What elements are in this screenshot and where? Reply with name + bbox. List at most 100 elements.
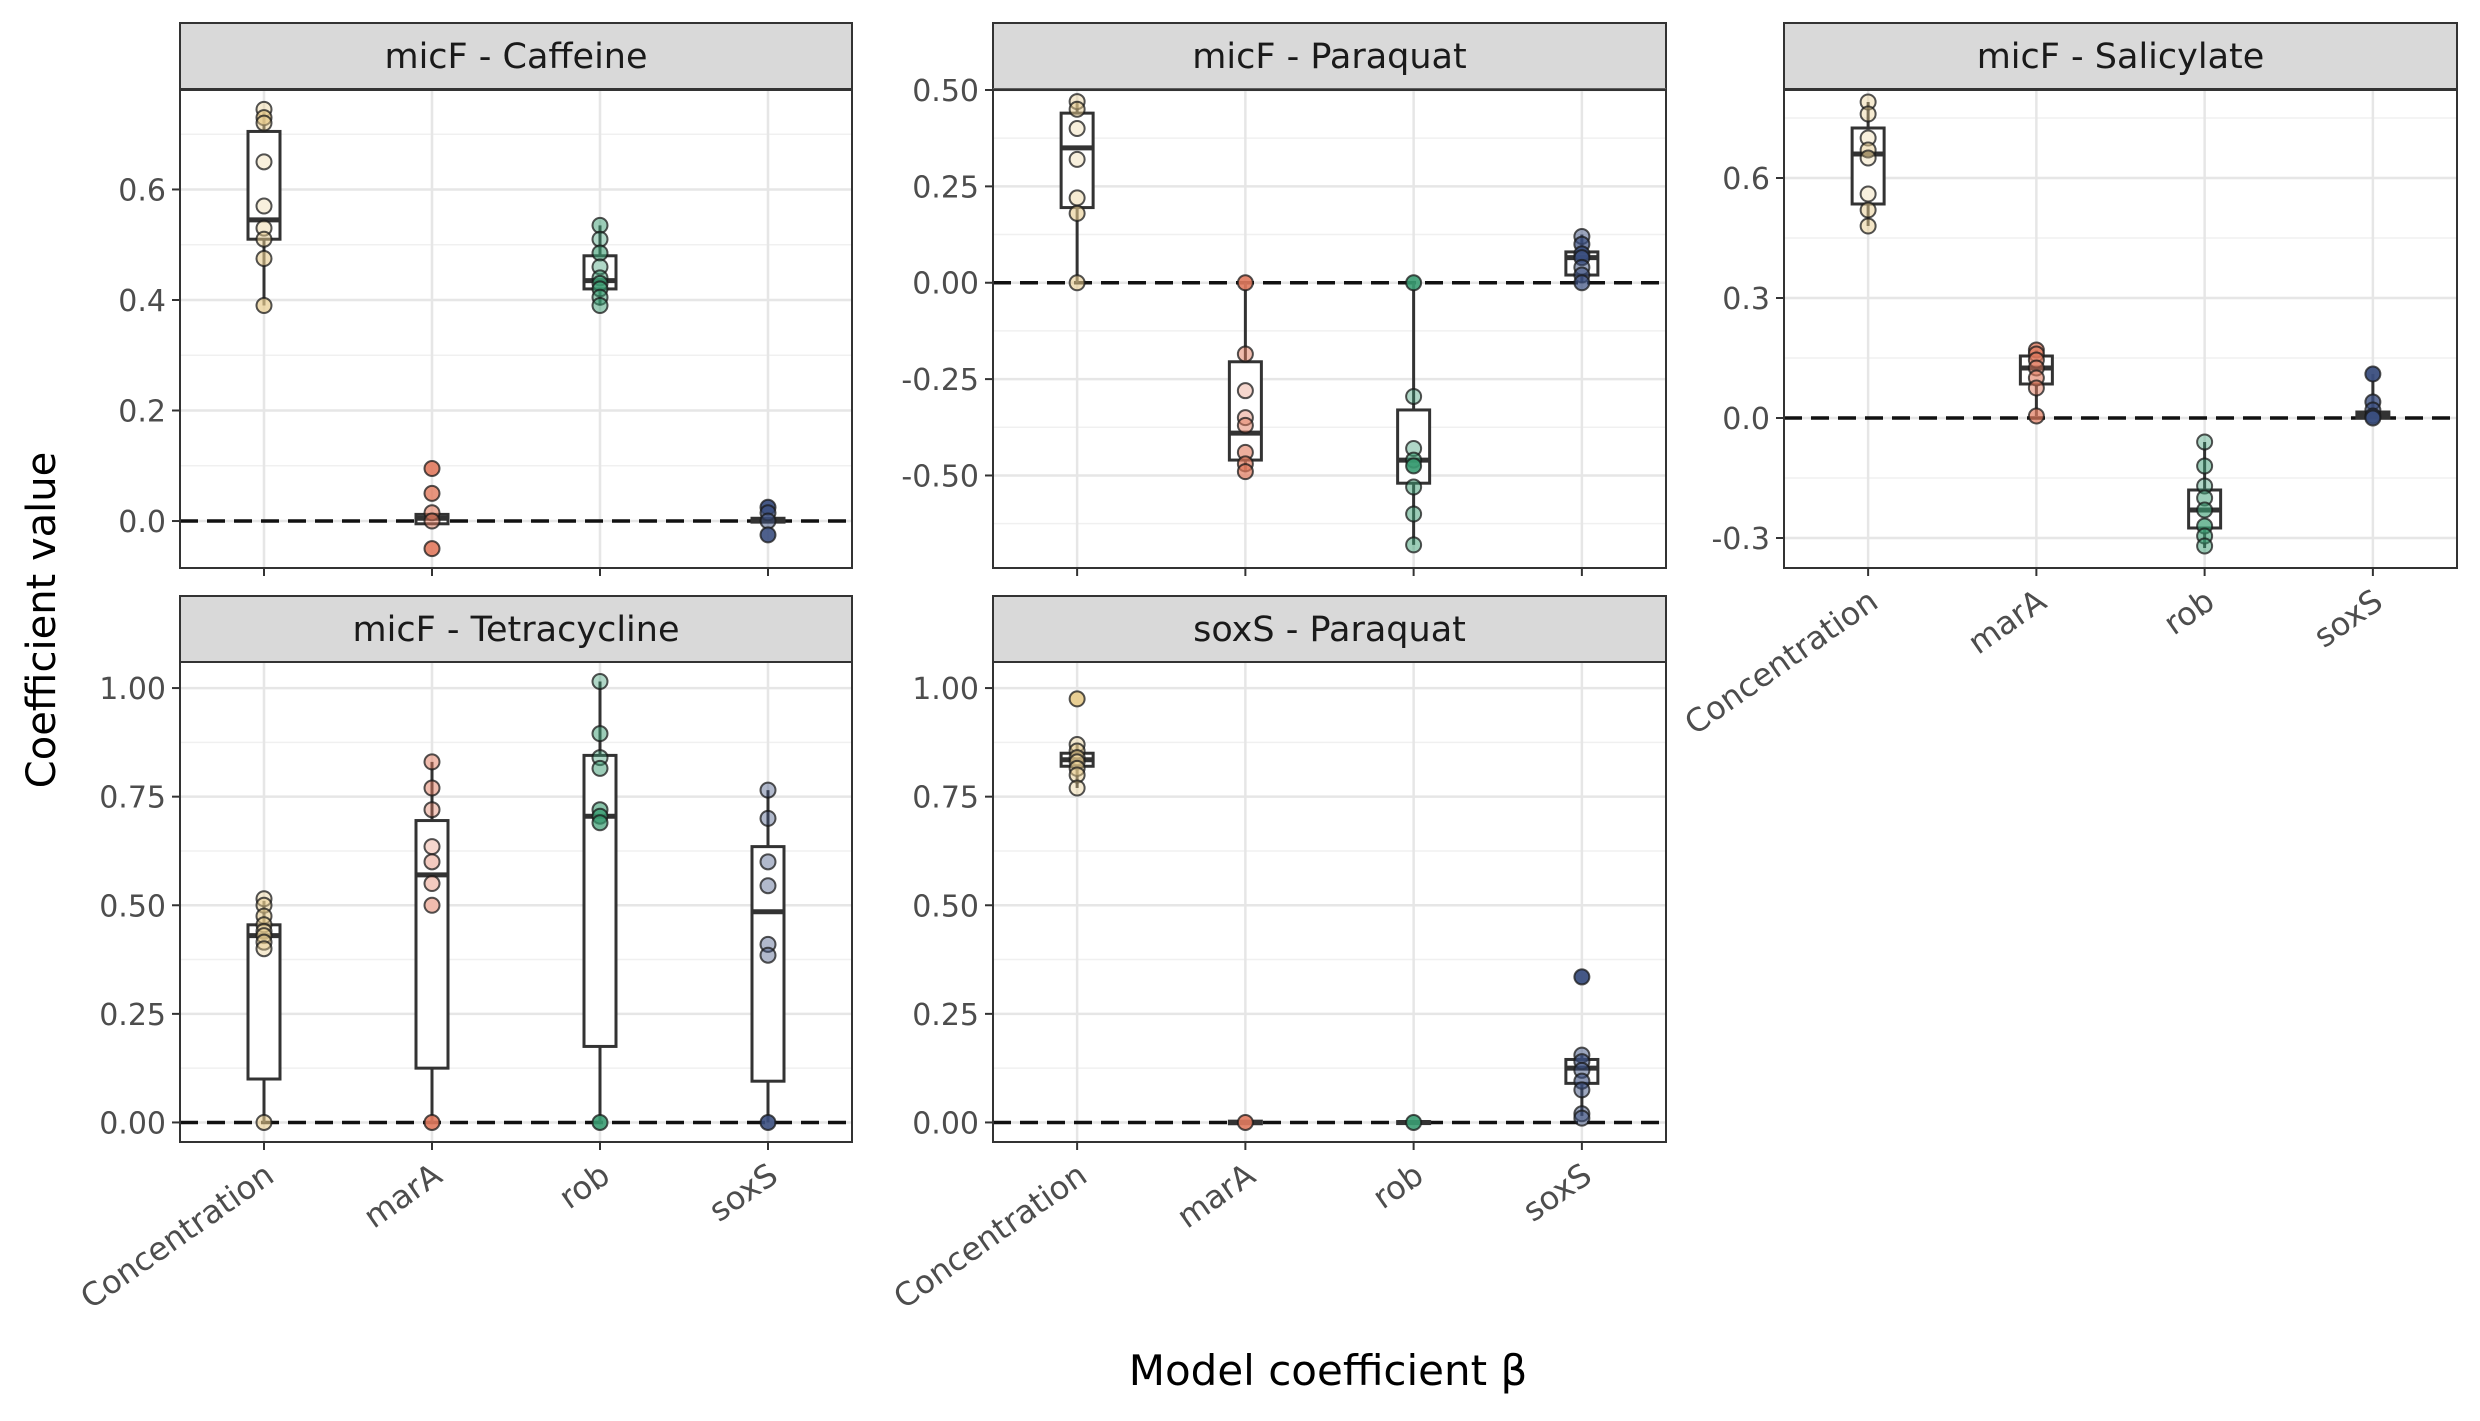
y-tick-label: 1.00 — [99, 672, 166, 707]
data-point — [591, 216, 609, 234]
data-point — [759, 877, 777, 895]
y-tick-label: 0.3 — [1722, 282, 1770, 317]
data-point — [1236, 1113, 1254, 1131]
data-point — [1859, 149, 1877, 167]
box-iqr — [1059, 111, 1095, 210]
data-point — [591, 244, 609, 262]
facet-strip — [179, 22, 853, 90]
y-tick-label: -0.50 — [901, 459, 979, 494]
data-point — [1068, 189, 1086, 207]
facet-strip — [992, 22, 1667, 90]
data-point — [759, 946, 777, 964]
panel-border — [179, 89, 853, 569]
data-point — [255, 153, 273, 171]
data-point — [1405, 505, 1423, 523]
y-tick-label: 0.2 — [118, 395, 166, 430]
data-point — [1236, 345, 1254, 363]
data-point — [1859, 201, 1877, 219]
data-point — [591, 814, 609, 832]
box-iqr — [414, 819, 450, 1070]
data-point — [255, 197, 273, 215]
data-point — [1405, 274, 1423, 292]
data-point — [2196, 433, 2214, 451]
x-tick-label: soxS — [1516, 1155, 1599, 1229]
facet-title: micF - Tetracycline — [353, 610, 680, 650]
panel-border — [992, 661, 1667, 1143]
data-point — [255, 114, 273, 132]
panel-background — [993, 90, 1666, 568]
facet-title: soxS - Paraquat — [1193, 610, 1466, 650]
y-tick-label: 0.0 — [118, 505, 166, 540]
data-point — [423, 753, 441, 771]
data-point — [1068, 779, 1086, 797]
y-tick-label: 1.00 — [912, 672, 979, 707]
y-tick-label: -0.25 — [901, 363, 979, 398]
data-point — [1573, 274, 1591, 292]
facet-title: micF - Paraquat — [1192, 37, 1466, 77]
data-point — [255, 1113, 273, 1131]
y-tick-label: 0.50 — [912, 74, 979, 109]
y-tick-label: 0.00 — [912, 1106, 979, 1141]
data-point — [2196, 537, 2214, 555]
data-point — [255, 250, 273, 268]
facet-panel: micF - Caffeine 0.0 0.2 0.4 0.6 — [118, 22, 853, 576]
data-point — [591, 297, 609, 315]
data-point — [423, 801, 441, 819]
facet-panel: micF - Tetracycline 0.00 0.25 0.50 0.75 1.00 C… — [73, 595, 853, 1316]
facet-panel: soxS - Paraquat 0.00 0.25 0.50 0.75 1.00 Conce… — [886, 595, 1667, 1316]
y-tick-label: 0.00 — [912, 267, 979, 302]
data-point — [591, 230, 609, 248]
x-tick-label: Concentration — [886, 1155, 1093, 1316]
panel-background — [180, 90, 852, 568]
data-point — [1236, 382, 1254, 400]
data-point — [255, 297, 273, 315]
y-tick-label: 0.75 — [99, 781, 166, 816]
data-point — [1573, 1109, 1591, 1127]
y-tick-label: 0.50 — [99, 889, 166, 924]
facet-strip — [1783, 22, 2458, 90]
data-point — [423, 875, 441, 893]
y-tick-label: 0.4 — [118, 284, 166, 319]
data-point — [591, 759, 609, 777]
x-tick-label: rob — [552, 1155, 617, 1216]
data-point — [1405, 478, 1423, 496]
y-tick-label: 0.25 — [912, 998, 979, 1033]
data-point — [1068, 150, 1086, 168]
data-point — [1068, 120, 1086, 138]
data-point — [759, 526, 777, 544]
data-point — [423, 460, 441, 478]
data-point — [1859, 93, 1877, 111]
data-point — [759, 809, 777, 827]
data-point — [423, 838, 441, 856]
box-iqr — [750, 845, 786, 1083]
y-tick-label: 0.6 — [118, 173, 166, 208]
panel-border — [179, 661, 853, 1143]
facet-strip — [179, 595, 853, 663]
data-point — [423, 540, 441, 558]
x-tick-label: rob — [2157, 581, 2222, 642]
data-point — [423, 896, 441, 914]
y-tick-label: 0.25 — [912, 170, 979, 205]
data-point — [2196, 501, 2214, 519]
y-tick-label: 0.00 — [99, 1106, 166, 1141]
data-point — [1068, 100, 1086, 118]
data-point — [1236, 463, 1254, 481]
facet-panel: micF - Salicylate -0.3 0.0 0.3 0.6 Concentrat… — [1677, 22, 2458, 742]
data-point — [1405, 457, 1423, 475]
panel-border — [1783, 89, 2458, 569]
data-point — [2364, 365, 2382, 383]
y-tick-label: 0.6 — [1722, 162, 1770, 197]
y-tick-label: 0.50 — [912, 889, 979, 924]
data-point — [2027, 407, 2045, 425]
data-point — [1573, 968, 1591, 986]
y-tick-label: 0.25 — [99, 998, 166, 1033]
facet-panels: micF - Caffeine 0.0 0.2 0.4 0.6 micF - Paraqu… — [73, 22, 2458, 1316]
data-point — [1068, 204, 1086, 222]
facet-panel: micF - Paraquat -0.50 -0.25 0.00 0.25 0.50 — [901, 22, 1667, 576]
box-iqr — [582, 753, 618, 1048]
data-point — [423, 484, 441, 502]
data-point — [1859, 105, 1877, 123]
data-point — [1405, 536, 1423, 554]
x-tick-label: Concentration — [1677, 581, 1884, 742]
